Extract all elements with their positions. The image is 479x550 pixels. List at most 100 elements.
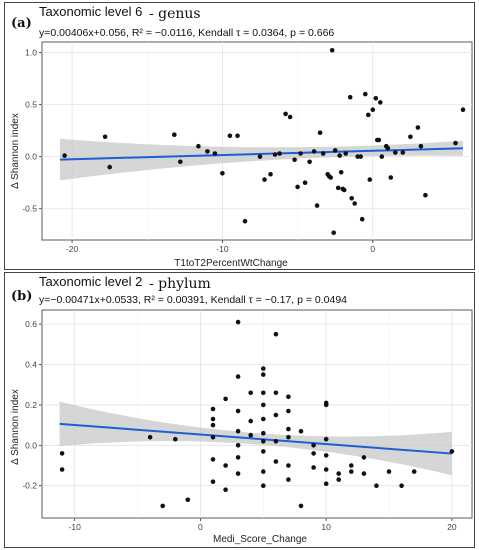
chart-b-stats: y=−0.00471x+0.0533, R² = 0.00391, Kendal… bbox=[39, 294, 347, 306]
data-point bbox=[367, 177, 373, 182]
data-point bbox=[210, 434, 216, 440]
data-point bbox=[272, 152, 278, 157]
data-point bbox=[235, 428, 241, 434]
data-point bbox=[332, 148, 338, 153]
panel-a: (a) Taxonomic level 6 - genus y=0.00406x… bbox=[4, 2, 475, 270]
confidence-band-a bbox=[60, 138, 463, 181]
data-point bbox=[59, 451, 65, 456]
data-point bbox=[235, 471, 241, 476]
data-point bbox=[210, 406, 216, 412]
chart-b-ylabel: Δ Shannon index bbox=[10, 389, 21, 465]
data-point bbox=[320, 151, 326, 156]
regression-line-b bbox=[59, 422, 452, 455]
data-point bbox=[311, 451, 316, 456]
data-point bbox=[336, 471, 342, 476]
data-point bbox=[329, 48, 335, 53]
data-point bbox=[286, 434, 291, 440]
data-point bbox=[393, 150, 398, 155]
chart-b-xlabel: Medi_Score_Change bbox=[213, 534, 307, 545]
data-point bbox=[261, 469, 266, 474]
data-point bbox=[298, 151, 303, 156]
data-point bbox=[220, 171, 225, 176]
chart-b-title: Taxonomic level 2 bbox=[39, 274, 142, 289]
data-point bbox=[361, 471, 367, 476]
data-point bbox=[235, 455, 241, 460]
data-point bbox=[248, 432, 253, 438]
data-point bbox=[248, 418, 253, 424]
data-point bbox=[349, 463, 354, 468]
data-point bbox=[311, 149, 317, 154]
x-tick-label: 0 bbox=[370, 244, 375, 254]
svg-text:Taxonomic level 2 - ph: Taxonomic level 2 - phylum bbox=[39, 274, 211, 292]
data-point bbox=[374, 483, 379, 488]
chart-a-title: Taxonomic level 6 bbox=[39, 4, 142, 19]
data-point bbox=[227, 133, 233, 139]
data-point bbox=[323, 467, 329, 472]
data-point bbox=[423, 192, 428, 198]
chart-b-svg: (b) Taxonomic level 2 - phylum y=−0.0047… bbox=[10, 274, 473, 545]
chart-b-plot: -10 0 10 20 -0.2 0.0 0.2 0.4 0.6 bbox=[22, 309, 473, 532]
data-point bbox=[302, 180, 308, 185]
data-point bbox=[273, 459, 279, 464]
data-point bbox=[273, 439, 279, 444]
data-point bbox=[210, 457, 216, 462]
data-point bbox=[261, 439, 266, 444]
data-point bbox=[160, 503, 165, 509]
data-point bbox=[147, 434, 153, 440]
data-point bbox=[386, 469, 392, 474]
data-point bbox=[328, 175, 334, 180]
data-point bbox=[373, 96, 379, 101]
data-point bbox=[379, 154, 385, 159]
data-point bbox=[335, 185, 341, 191]
data-point bbox=[273, 412, 279, 418]
data-point bbox=[261, 416, 266, 422]
data-point bbox=[210, 416, 216, 422]
data-point bbox=[347, 94, 353, 100]
data-point bbox=[102, 134, 108, 140]
data-point bbox=[261, 402, 266, 408]
data-point bbox=[242, 218, 248, 224]
x-tick-label: -10 bbox=[216, 244, 229, 254]
data-point bbox=[415, 125, 421, 130]
chart-a-xlabel: T1toT2PercentWtChange bbox=[174, 258, 288, 269]
data-point bbox=[449, 449, 455, 454]
data-point bbox=[261, 483, 266, 488]
panel-b: (b) Taxonomic level 2 - phylum y=−0.0047… bbox=[4, 272, 475, 548]
data-point bbox=[235, 443, 241, 448]
chart-a-plot: -20 -10 0 -0.5 0.0 0.5 1.0 bbox=[22, 41, 473, 254]
data-point bbox=[323, 481, 329, 486]
data-point bbox=[59, 467, 65, 472]
data-point bbox=[349, 469, 354, 474]
data-point bbox=[261, 372, 266, 377]
data-point bbox=[212, 151, 218, 156]
data-point bbox=[273, 331, 279, 337]
data-point bbox=[400, 150, 406, 155]
data-point bbox=[418, 143, 424, 149]
data-point bbox=[358, 154, 364, 159]
data-point bbox=[235, 374, 241, 379]
data-point bbox=[286, 426, 291, 432]
data-point bbox=[62, 153, 67, 158]
data-point bbox=[378, 100, 383, 105]
data-point bbox=[349, 196, 355, 201]
y-tick-label: 0.5 bbox=[25, 100, 37, 110]
data-point bbox=[277, 151, 282, 156]
data-point bbox=[286, 463, 291, 468]
y-tick-label: 0.6 bbox=[25, 319, 37, 329]
chart-a-svg: (a) Taxonomic level 6 - genus y=0.00406x… bbox=[10, 4, 473, 269]
data-point bbox=[273, 390, 279, 396]
data-point bbox=[388, 175, 394, 180]
plot-frame-a bbox=[41, 41, 473, 241]
y-tick-label: 0.0 bbox=[25, 440, 37, 450]
x-tick-label: 10 bbox=[321, 522, 331, 532]
data-point bbox=[295, 184, 300, 190]
data-point bbox=[323, 453, 329, 458]
data-point bbox=[352, 201, 358, 206]
data-point bbox=[235, 133, 240, 139]
x-tick-label: 0 bbox=[198, 522, 203, 532]
data-point bbox=[317, 130, 323, 135]
panel-letter-a: (a) bbox=[11, 16, 32, 31]
y-tick-label: -0.2 bbox=[22, 481, 37, 491]
data-point bbox=[283, 111, 288, 117]
data-point bbox=[385, 146, 391, 151]
